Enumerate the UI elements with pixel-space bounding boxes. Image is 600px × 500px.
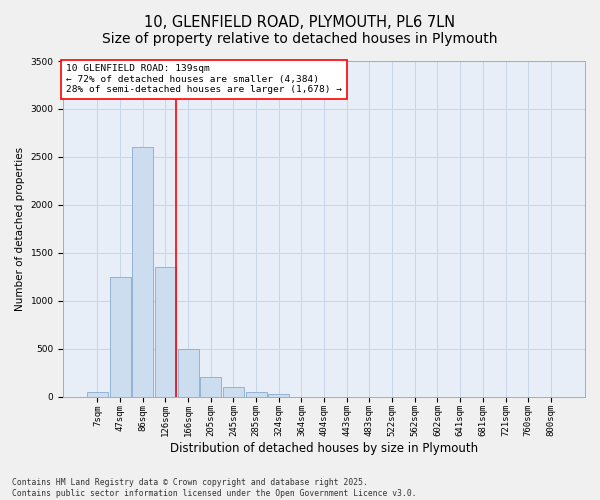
- Bar: [87, 392, 108, 396]
- Text: Contains HM Land Registry data © Crown copyright and database right 2025.
Contai: Contains HM Land Registry data © Crown c…: [12, 478, 416, 498]
- Bar: [178, 348, 199, 397]
- Y-axis label: Number of detached properties: Number of detached properties: [15, 146, 25, 311]
- Bar: [245, 392, 266, 396]
- Bar: [133, 148, 153, 396]
- Text: 10 GLENFIELD ROAD: 139sqm
← 72% of detached houses are smaller (4,384)
28% of se: 10 GLENFIELD ROAD: 139sqm ← 72% of detac…: [66, 64, 342, 94]
- Bar: [268, 394, 289, 396]
- Bar: [200, 378, 221, 396]
- Bar: [223, 387, 244, 396]
- X-axis label: Distribution of detached houses by size in Plymouth: Distribution of detached houses by size …: [170, 442, 478, 455]
- Text: Size of property relative to detached houses in Plymouth: Size of property relative to detached ho…: [102, 32, 498, 46]
- Text: 10, GLENFIELD ROAD, PLYMOUTH, PL6 7LN: 10, GLENFIELD ROAD, PLYMOUTH, PL6 7LN: [145, 15, 455, 30]
- Bar: [110, 276, 131, 396]
- Bar: [155, 267, 176, 396]
